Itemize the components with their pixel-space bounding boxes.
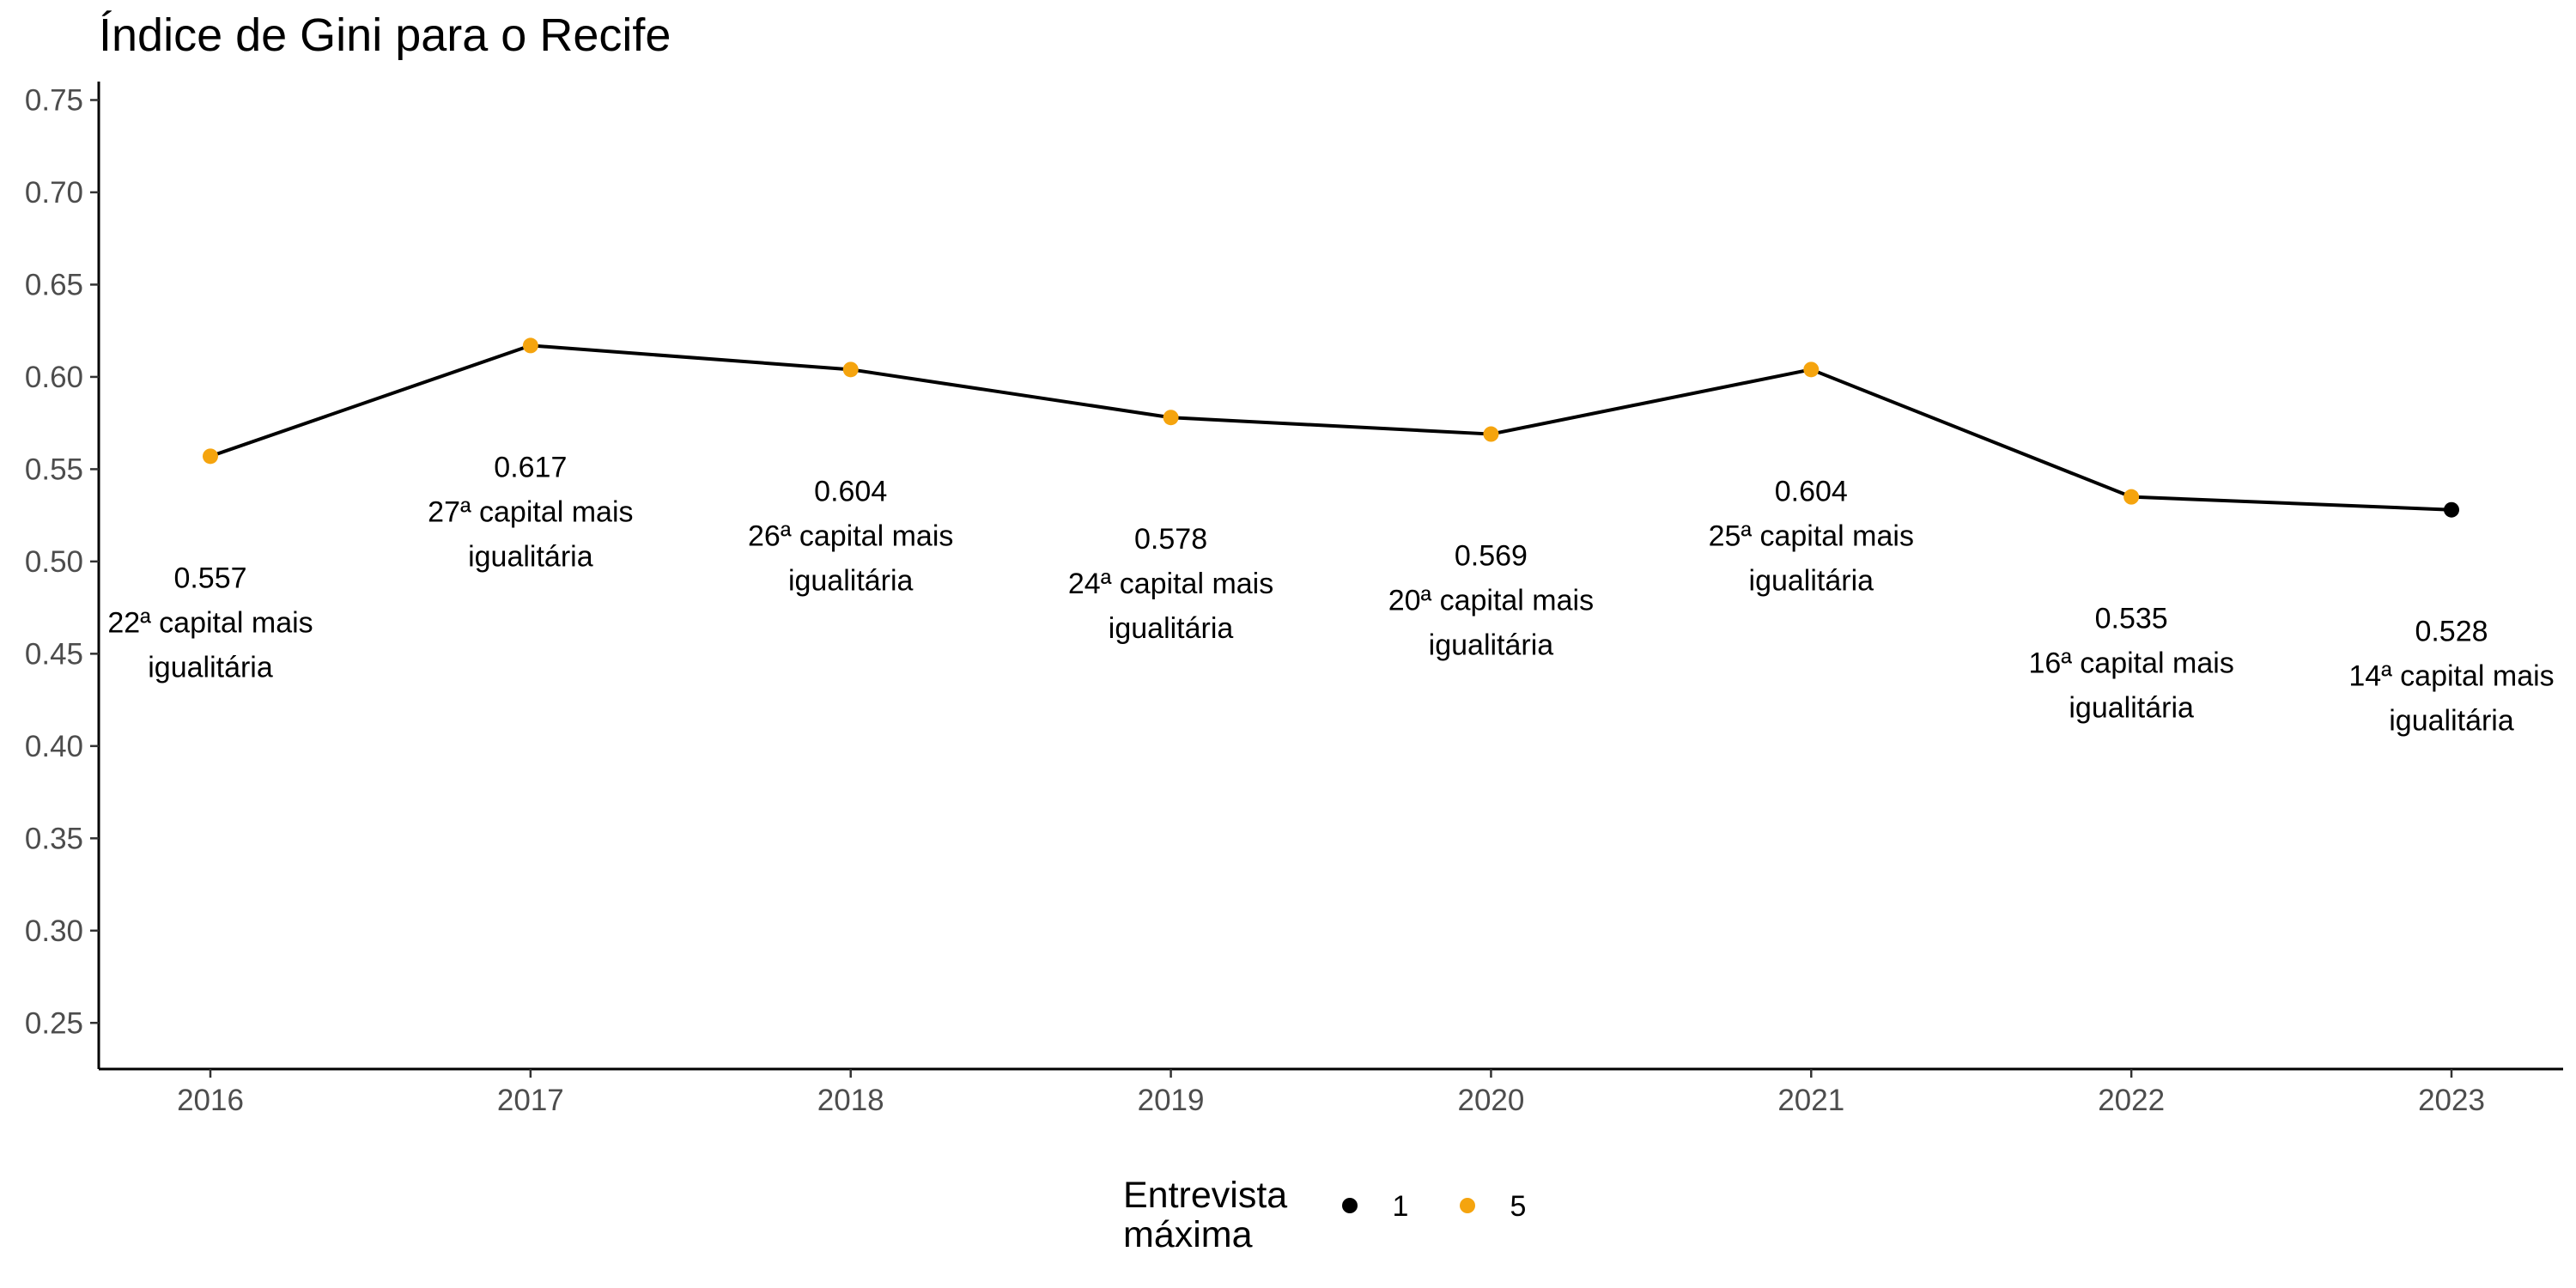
y-axis: 0.25 0.30 0.35 0.40 0.45 0.50 0.55 0.60 0.65 0.70… xyxy=(25,82,100,1069)
legend-label: 1 xyxy=(1393,1190,1409,1223)
y-tick-label: 0.25 xyxy=(25,1006,83,1040)
data-label-rank: igualitária xyxy=(2389,705,2514,738)
data-label-value: 0.617 xyxy=(494,451,567,483)
data-point xyxy=(842,361,859,378)
data-label-value: 0.578 xyxy=(1134,523,1207,556)
gini-series xyxy=(203,337,2459,518)
x-tick-label: 2022 xyxy=(2098,1084,2165,1117)
y-tick-label: 0.45 xyxy=(25,637,83,671)
data-label-rank: igualitária xyxy=(148,651,273,683)
data-point xyxy=(1163,410,1179,426)
x-tick-label: 2023 xyxy=(2418,1084,2485,1117)
data-label-rank: igualitária xyxy=(1749,564,1874,597)
x-tick-label: 2017 xyxy=(497,1084,564,1117)
data-label-rank: 27ª capital mais xyxy=(428,495,633,528)
legend-title-line1: Entrevista xyxy=(1123,1175,1287,1216)
data-point xyxy=(1803,361,1820,378)
data-label-rank: 25ª capital mais xyxy=(1709,519,1914,552)
data-label-rank: 26ª capital mais xyxy=(748,519,953,552)
legend-key xyxy=(1460,1198,1475,1213)
y-tick-label: 0.35 xyxy=(25,822,83,855)
y-tick-label: 0.75 xyxy=(25,83,83,117)
data-label-rank: 24ª capital mais xyxy=(1068,568,1273,600)
y-tick-label: 0.70 xyxy=(25,176,83,210)
series-line xyxy=(210,343,2452,512)
data-labels: 0.557 22ª capital mais igualitária 0.617 27ª… xyxy=(107,451,2554,737)
data-label-rank: igualitária xyxy=(788,564,914,597)
data-label-value: 0.604 xyxy=(814,475,887,507)
y-tick-label: 0.40 xyxy=(25,730,83,763)
data-label-rank: igualitária xyxy=(1429,629,1554,662)
y-tick-label: 0.65 xyxy=(25,268,83,301)
data-label-rank: 16ª capital mais xyxy=(2028,647,2233,680)
y-tick-label: 0.50 xyxy=(25,545,83,579)
legend-title-line2: máxima xyxy=(1123,1214,1253,1255)
x-tick-label: 2021 xyxy=(1777,1084,1844,1117)
legend-label: 5 xyxy=(1510,1190,1527,1223)
chart-title: Índice de Gini para o Recife xyxy=(99,9,671,61)
data-label-value: 0.604 xyxy=(1775,475,1848,507)
data-label-value: 0.528 xyxy=(2415,616,2488,648)
data-point xyxy=(1483,426,1499,442)
data-label-rank: 20ª capital mais xyxy=(1388,585,1594,617)
y-tick-label: 0.30 xyxy=(25,914,83,948)
x-tick-label: 2019 xyxy=(1138,1084,1205,1117)
y-tick-label: 0.55 xyxy=(25,453,83,486)
x-tick-label: 2018 xyxy=(817,1084,884,1117)
data-label-rank: igualitária xyxy=(468,540,593,573)
data-point xyxy=(2444,501,2459,518)
data-point xyxy=(203,448,218,465)
legend-key xyxy=(1342,1198,1358,1213)
x-axis: 2016 2017 2018 2019 2020 2021 2022 2023 xyxy=(99,1067,2563,1117)
data-label-value: 0.569 xyxy=(1455,540,1528,573)
x-tick-label: 2016 xyxy=(177,1084,244,1117)
data-point xyxy=(522,337,538,354)
data-label-value: 0.557 xyxy=(173,562,246,594)
data-label-rank: 14ª capital mais xyxy=(2348,660,2554,693)
y-tick-label: 0.60 xyxy=(25,361,83,394)
x-tick-label: 2020 xyxy=(1457,1084,1524,1117)
data-label-rank: igualitária xyxy=(2069,692,2194,725)
data-label-rank: igualitária xyxy=(1109,612,1234,645)
data-label-rank: 22ª capital mais xyxy=(107,606,313,639)
data-point xyxy=(2123,489,2140,505)
data-label-value: 0.535 xyxy=(2095,603,2168,635)
